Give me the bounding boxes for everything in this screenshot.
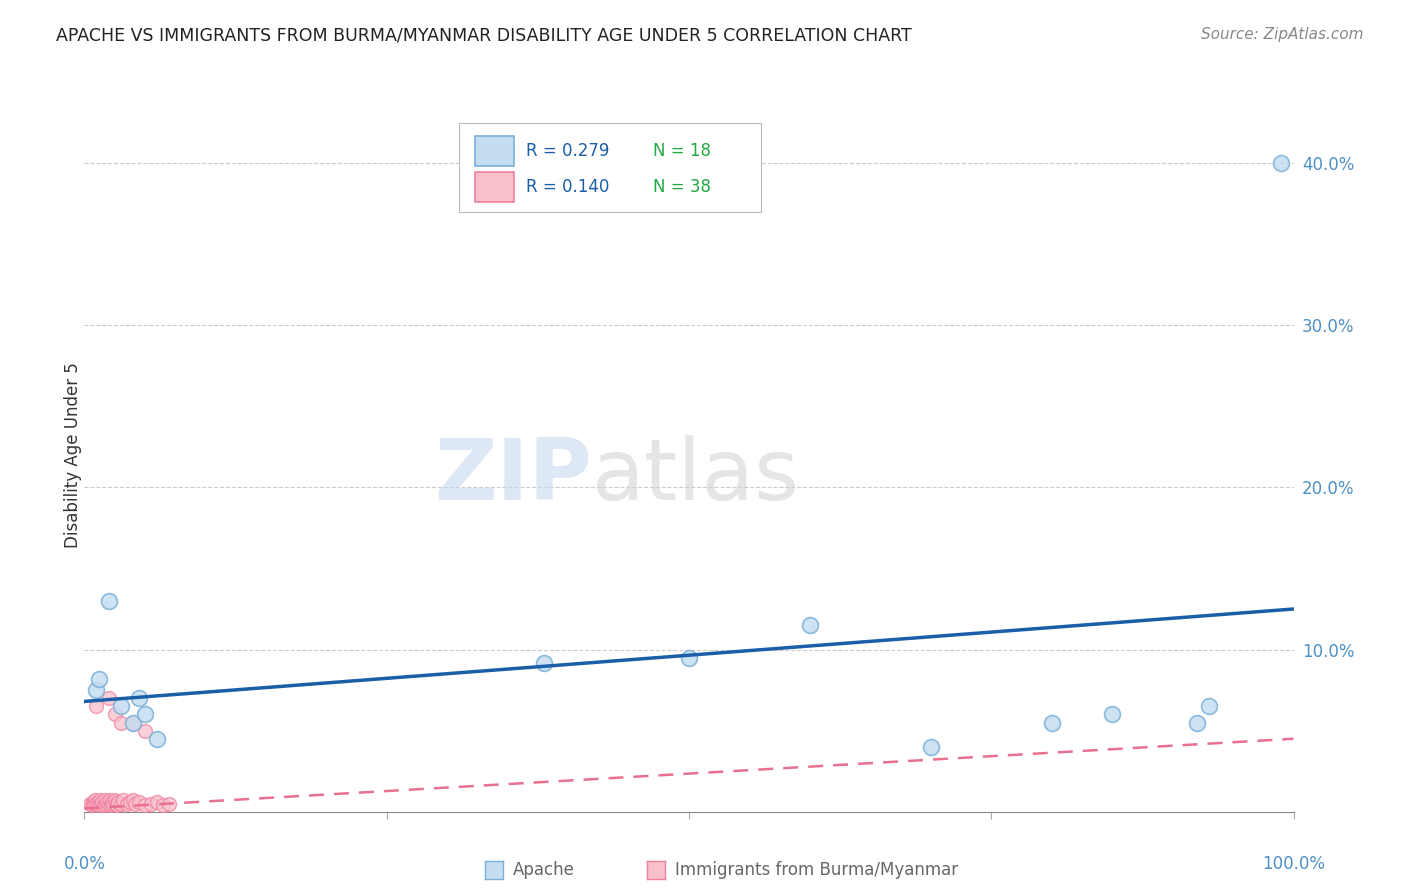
Point bbox=[121, 793, 143, 807]
Point bbox=[101, 795, 124, 809]
Point bbox=[1270, 156, 1292, 170]
Point bbox=[146, 731, 169, 746]
Point bbox=[105, 798, 128, 813]
Point bbox=[134, 798, 156, 813]
Text: R = 0.140: R = 0.140 bbox=[526, 178, 609, 195]
Point bbox=[86, 683, 108, 698]
Point bbox=[86, 699, 108, 714]
Point bbox=[103, 797, 125, 811]
Point bbox=[104, 793, 127, 807]
Point bbox=[94, 793, 117, 807]
Point bbox=[128, 691, 150, 706]
Point bbox=[139, 797, 162, 811]
Point bbox=[124, 797, 146, 811]
Text: N = 18: N = 18 bbox=[652, 142, 710, 160]
Text: Immigrants from Burma/Myanmar: Immigrants from Burma/Myanmar bbox=[675, 861, 957, 879]
Point bbox=[110, 715, 132, 730]
Point bbox=[120, 795, 142, 809]
Point bbox=[533, 656, 555, 670]
Text: R = 0.279: R = 0.279 bbox=[526, 142, 609, 160]
Point bbox=[93, 798, 115, 813]
Point bbox=[157, 797, 180, 811]
Point bbox=[97, 691, 120, 706]
Point bbox=[80, 798, 103, 813]
Point bbox=[799, 618, 821, 632]
Point bbox=[87, 798, 110, 813]
Point bbox=[91, 795, 114, 809]
Point bbox=[97, 797, 120, 811]
Point bbox=[112, 793, 135, 807]
Text: Source: ZipAtlas.com: Source: ZipAtlas.com bbox=[1201, 27, 1364, 42]
Point bbox=[121, 715, 143, 730]
Point bbox=[83, 797, 105, 811]
Point bbox=[79, 797, 101, 811]
Text: 0.0%: 0.0% bbox=[63, 855, 105, 872]
Point bbox=[115, 797, 138, 811]
Text: Apache: Apache bbox=[513, 861, 575, 879]
Point bbox=[104, 707, 127, 722]
Point bbox=[146, 795, 169, 809]
Point bbox=[87, 672, 110, 686]
Point bbox=[104, 797, 127, 811]
Point bbox=[86, 797, 108, 811]
Point bbox=[89, 793, 111, 807]
Point bbox=[86, 795, 108, 809]
Text: APACHE VS IMMIGRANTS FROM BURMA/MYANMAR DISABILITY AGE UNDER 5 CORRELATION CHART: APACHE VS IMMIGRANTS FROM BURMA/MYANMAR … bbox=[56, 27, 912, 45]
FancyBboxPatch shape bbox=[475, 136, 513, 166]
Point bbox=[678, 650, 700, 665]
Text: N = 38: N = 38 bbox=[652, 178, 710, 195]
Point bbox=[1040, 715, 1063, 730]
Point bbox=[121, 715, 143, 730]
Point bbox=[110, 699, 132, 714]
Point bbox=[1198, 699, 1220, 714]
Point bbox=[90, 797, 112, 811]
Point bbox=[107, 795, 129, 809]
Text: 100.0%: 100.0% bbox=[1263, 855, 1324, 872]
Point bbox=[1101, 707, 1123, 722]
Point bbox=[96, 795, 118, 809]
FancyBboxPatch shape bbox=[475, 171, 513, 202]
FancyBboxPatch shape bbox=[460, 123, 762, 212]
Point bbox=[97, 594, 120, 608]
Point bbox=[152, 798, 174, 813]
Point bbox=[100, 798, 122, 813]
Text: ZIP: ZIP bbox=[434, 434, 592, 518]
Y-axis label: Disability Age Under 5: Disability Age Under 5 bbox=[65, 362, 82, 548]
Point bbox=[98, 793, 121, 807]
Point bbox=[110, 797, 132, 811]
Point bbox=[128, 795, 150, 809]
Point bbox=[94, 797, 117, 811]
Point bbox=[920, 739, 942, 754]
Point bbox=[134, 707, 156, 722]
Point bbox=[1185, 715, 1208, 730]
Point bbox=[134, 723, 156, 738]
Point bbox=[84, 793, 107, 807]
Text: atlas: atlas bbox=[592, 434, 800, 518]
Point bbox=[82, 795, 104, 809]
